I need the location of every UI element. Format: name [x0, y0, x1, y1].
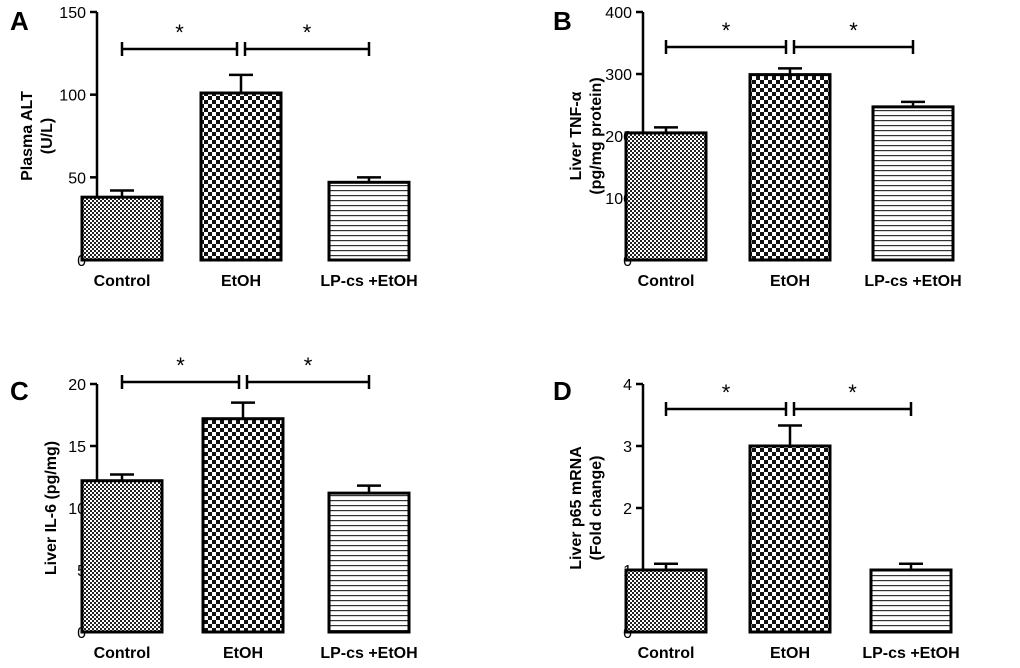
panel-label: D: [553, 376, 572, 406]
bar-control: [624, 568, 708, 634]
x-tick-label: EtOH: [770, 645, 810, 662]
y-axis-title-line: Plasma ALT: [19, 91, 36, 181]
y-axis-title: Liver TNF-α (pg/mg protein): [568, 77, 605, 194]
bar-etoh: [748, 444, 832, 634]
bar-lp-cs-etoh: [869, 568, 953, 634]
significance-star: *: [722, 18, 731, 43]
x-tick-label: EtOH: [223, 645, 263, 662]
x-tick-label: Control: [94, 645, 151, 662]
y-tick-label: 50: [68, 170, 86, 187]
y-axis-title-line: (Fold change): [588, 456, 605, 561]
x-tick-label: EtOH: [770, 273, 810, 290]
y-tick-label: 15: [68, 439, 86, 456]
y-tick-label: 3: [623, 439, 632, 456]
bar-lp-cs-etoh: [871, 105, 955, 262]
bar-lp-cs-etoh: [327, 491, 411, 634]
y-axis-title: Plasma ALT (U/L): [19, 91, 56, 181]
x-tick-label: LP-cs +EtOH: [864, 273, 961, 290]
significance-star: *: [303, 20, 312, 45]
panel-label: B: [553, 6, 572, 36]
y-tick-label: 100: [59, 88, 86, 105]
significance-star: *: [848, 380, 857, 405]
significance-star: *: [175, 20, 184, 45]
y-axis-title: Liver IL-6 (pg/mg): [43, 441, 60, 575]
y-tick-label: 150: [59, 5, 86, 22]
y-axis-title: Liver p65 mRNA (Fold change): [568, 446, 605, 570]
bar-etoh: [748, 73, 832, 262]
chart-panel-a: A050100150Plasma ALT(U/L)ControlEtOHLP-c…: [10, 5, 418, 290]
chart-panel-b: B0100200300400Liver TNF-α(pg/mg protein)…: [553, 5, 962, 290]
y-tick-label: 2: [623, 501, 632, 518]
significance-star: *: [722, 380, 731, 405]
bar-control: [80, 479, 164, 634]
x-tick-label: Control: [94, 273, 151, 290]
x-tick-label: Control: [638, 645, 695, 662]
y-tick-label: 300: [605, 67, 632, 84]
bar-etoh: [199, 91, 283, 262]
y-axis-title-line: Liver IL-6 (pg/mg): [43, 441, 60, 575]
x-tick-label: LP-cs +EtOH: [320, 273, 417, 290]
bar-etoh: [201, 417, 285, 634]
bar-lp-cs-etoh: [327, 180, 411, 262]
chart-panel-c: C05101520Liver IL-6 (pg/mg)ControlEtOHLP…: [10, 353, 418, 662]
y-tick-label: 4: [623, 377, 632, 394]
y-axis-title-line: Liver TNF-α: [568, 91, 585, 180]
y-tick-label: 20: [68, 377, 86, 394]
y-tick-label: 0: [77, 625, 86, 642]
x-tick-label: Control: [638, 273, 695, 290]
x-tick-label: LP-cs +EtOH: [320, 645, 417, 662]
panel-label: A: [10, 6, 29, 36]
panel-label: C: [10, 376, 29, 406]
y-axis-title-line: (pg/mg protein): [588, 77, 605, 194]
x-tick-label: EtOH: [221, 273, 261, 290]
y-tick-label: 400: [605, 5, 632, 22]
chart-panel-d: D01234Liver p65 mRNA(Fold change)Control…: [553, 376, 960, 662]
y-axis-title-line: (U/L): [39, 118, 56, 154]
significance-star: *: [304, 353, 313, 378]
x-tick-label: LP-cs +EtOH: [862, 645, 959, 662]
bar-control: [624, 131, 708, 262]
bar-control: [80, 195, 164, 262]
significance-star: *: [176, 353, 185, 378]
y-axis-title-line: Liver p65 mRNA: [568, 446, 585, 570]
significance-star: *: [849, 18, 858, 43]
